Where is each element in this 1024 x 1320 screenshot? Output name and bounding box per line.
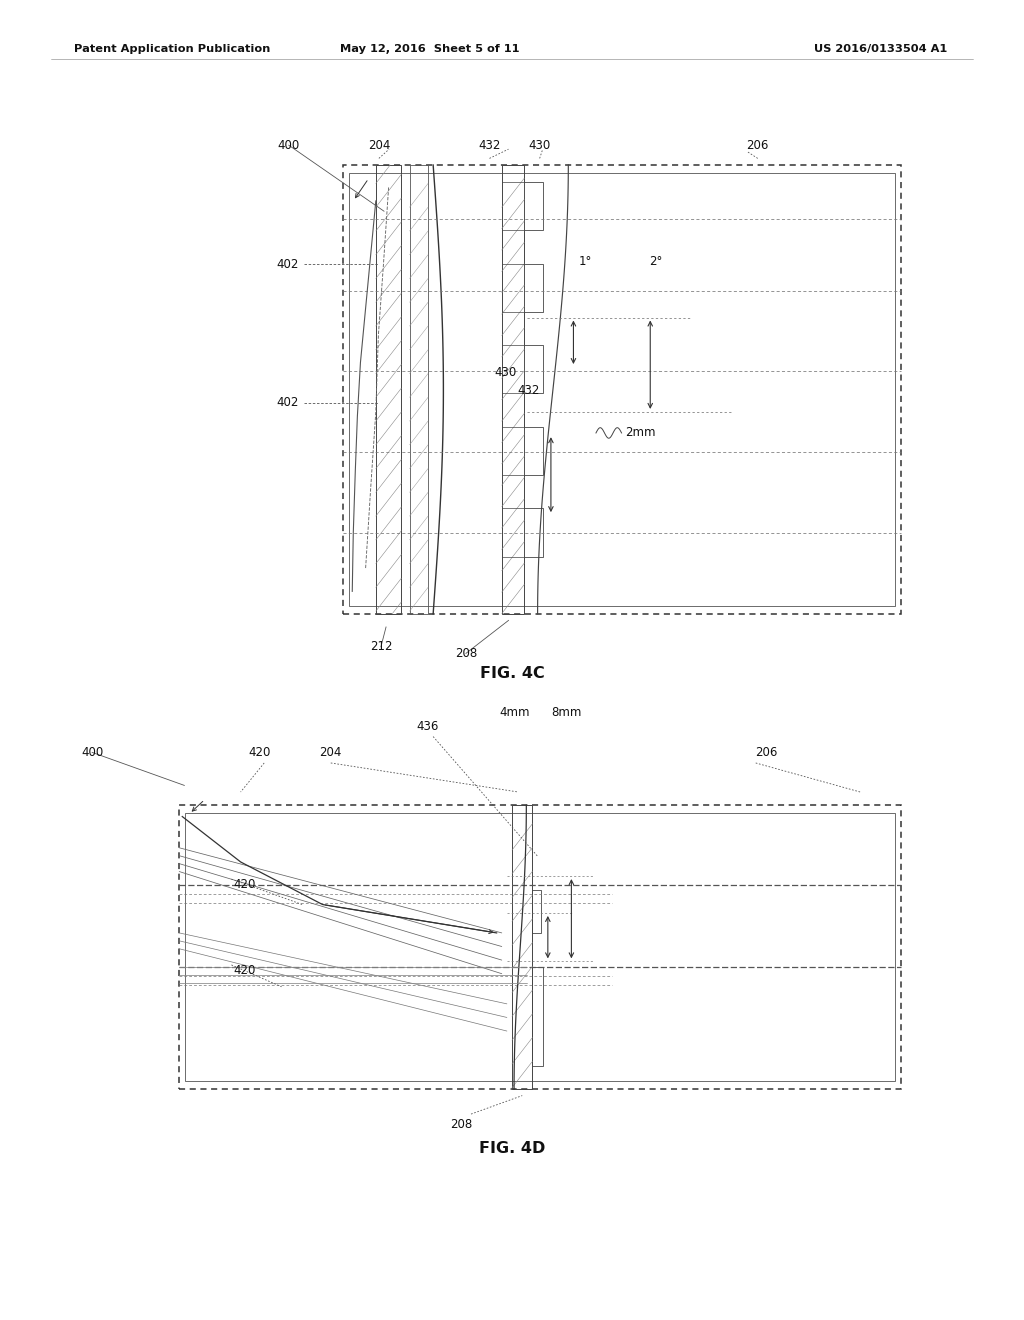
Text: US 2016/0133504 A1: US 2016/0133504 A1 [814, 44, 947, 54]
Text: 402: 402 [276, 257, 299, 271]
Text: 436: 436 [417, 719, 439, 733]
Bar [524, 264, 543, 312]
Text: 206: 206 [746, 139, 769, 152]
Bar [343, 165, 901, 614]
Text: 400: 400 [278, 139, 300, 152]
Text: 1°: 1° [579, 255, 593, 268]
Text: 8mm: 8mm [551, 706, 582, 719]
Bar [512, 805, 532, 1089]
Bar [532, 890, 541, 933]
Text: 212: 212 [370, 640, 392, 653]
Text: 420: 420 [233, 964, 256, 977]
Text: FIG. 4D: FIG. 4D [479, 1140, 545, 1156]
Text: 432: 432 [517, 384, 540, 397]
Text: 432: 432 [478, 139, 501, 152]
Bar [524, 345, 543, 393]
Text: 2mm: 2mm [625, 426, 655, 440]
Text: 420: 420 [233, 878, 256, 891]
Text: 430: 430 [495, 366, 517, 379]
Text: 430: 430 [528, 139, 551, 152]
Text: 204: 204 [319, 746, 342, 759]
Bar [532, 968, 543, 1067]
Text: 402: 402 [276, 396, 299, 409]
Bar [502, 165, 524, 614]
Bar [524, 182, 543, 230]
Text: 208: 208 [455, 647, 477, 660]
Text: 400: 400 [81, 746, 103, 759]
Text: 420: 420 [248, 746, 270, 759]
Text: 2°: 2° [648, 255, 663, 268]
Bar [179, 805, 901, 1089]
Text: 4mm: 4mm [500, 706, 530, 719]
Bar [524, 426, 543, 475]
Bar [185, 813, 895, 1081]
Bar [349, 173, 895, 606]
Bar [524, 508, 543, 557]
Text: Patent Application Publication: Patent Application Publication [74, 44, 270, 54]
Text: 208: 208 [450, 1118, 472, 1131]
Text: 206: 206 [755, 746, 777, 759]
Bar [376, 165, 401, 614]
Text: 204: 204 [368, 139, 390, 152]
Text: FIG. 4C: FIG. 4C [479, 665, 545, 681]
Bar [410, 165, 428, 614]
Text: May 12, 2016  Sheet 5 of 11: May 12, 2016 Sheet 5 of 11 [340, 44, 520, 54]
